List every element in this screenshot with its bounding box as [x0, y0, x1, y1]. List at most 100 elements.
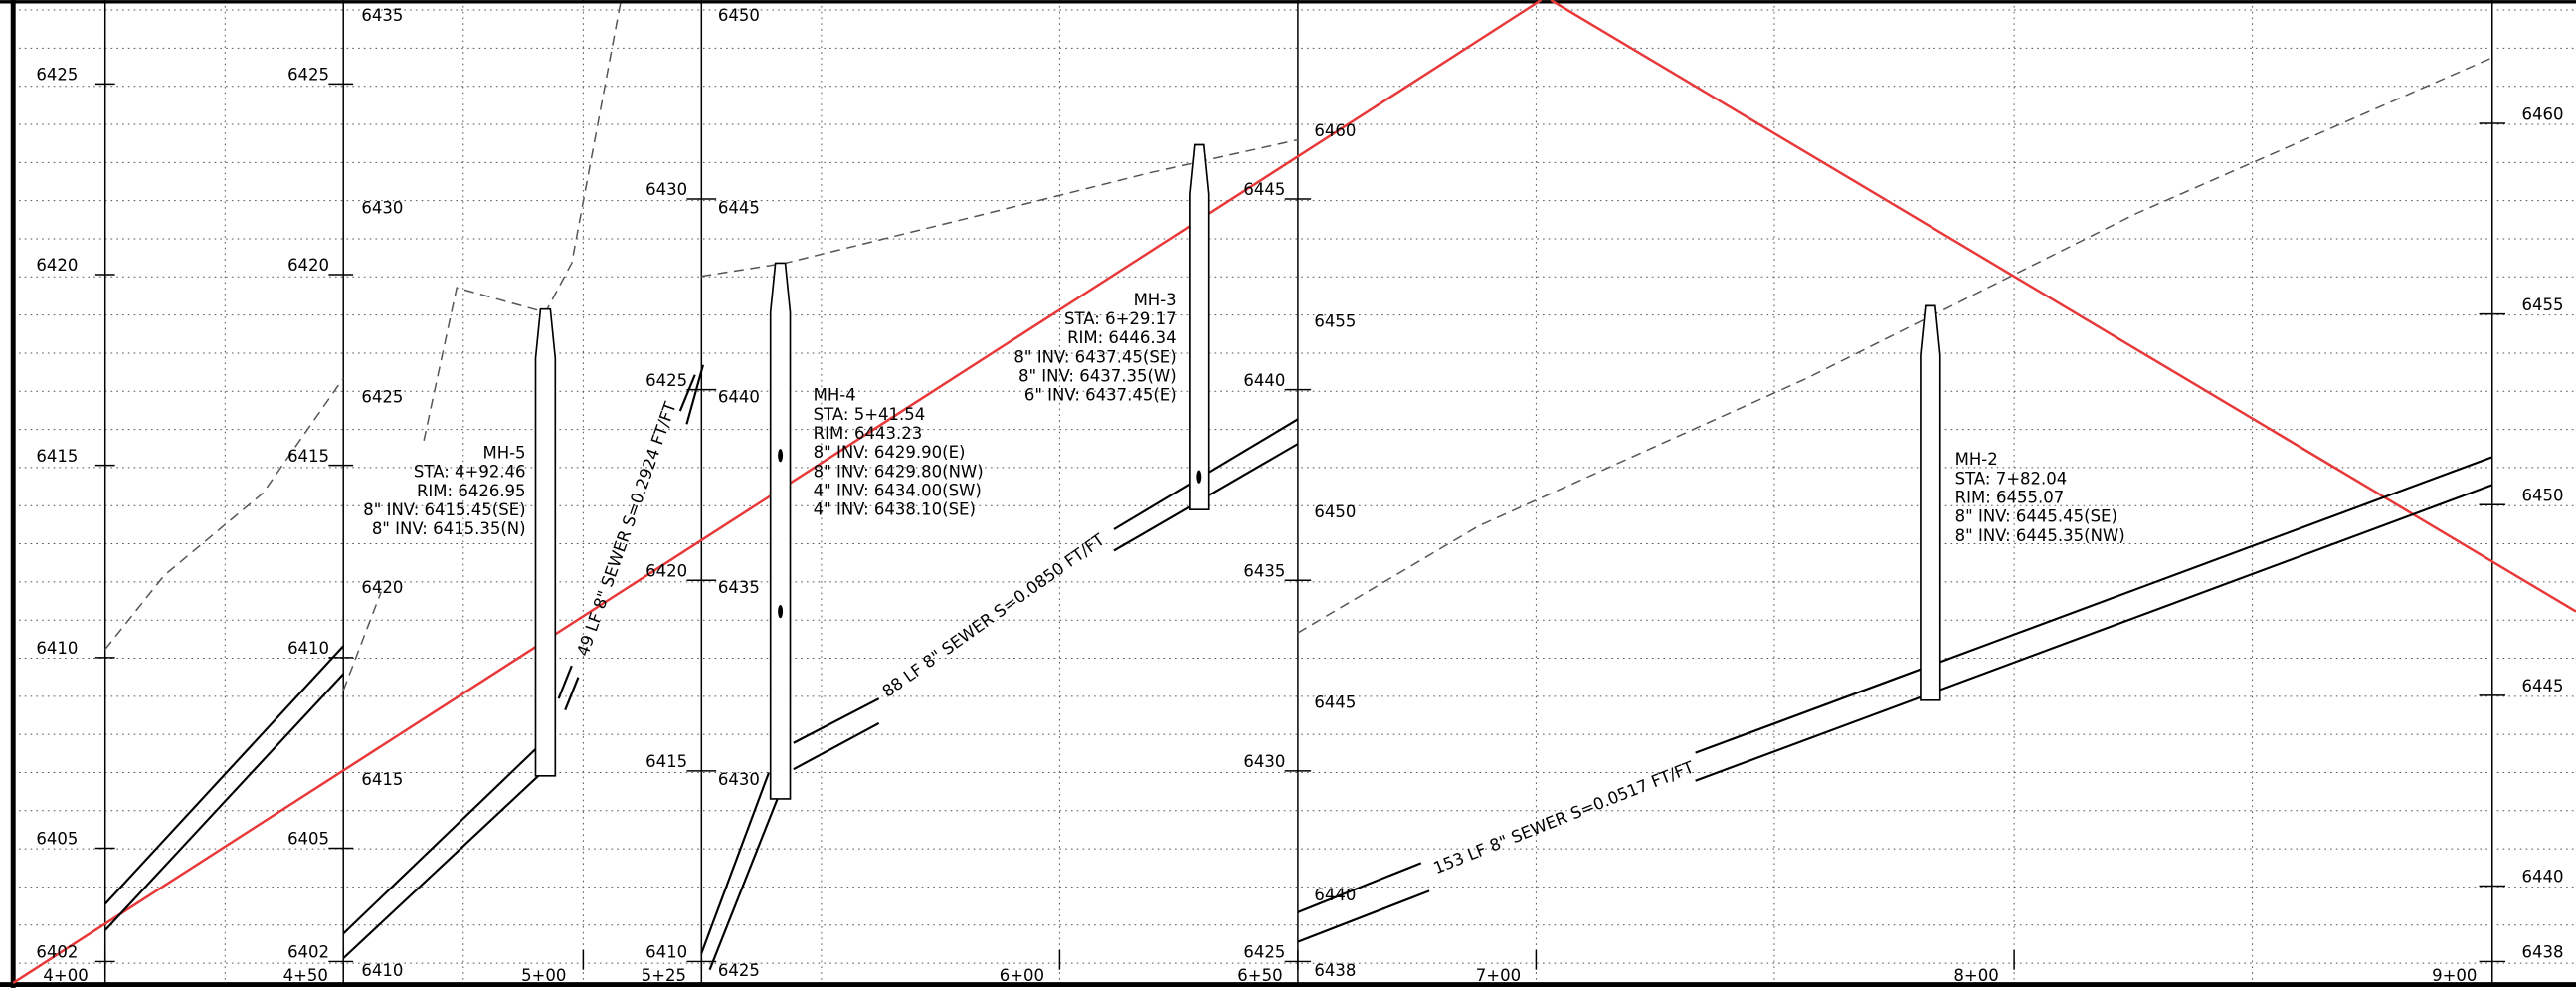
- elevation-label: 6415: [361, 770, 403, 789]
- elevation-label: 6415: [645, 752, 687, 771]
- elevation-label: 6430: [718, 770, 760, 789]
- elevation-label: 6402: [287, 943, 329, 962]
- elevation-label: 6420: [361, 578, 403, 597]
- manhole-text: MH-2: [1955, 450, 1998, 469]
- pipe-line: [103, 645, 345, 905]
- manhole-text: RIM: 6455.07: [1955, 488, 2065, 506]
- elevation-label: 6410: [36, 639, 78, 658]
- pipe-line: [103, 673, 345, 931]
- elevation-label: 6430: [645, 180, 687, 199]
- manhole-text: 6" INV: 6437.45(E): [1024, 386, 1177, 405]
- pipe-line: [793, 721, 880, 771]
- elevation-label: 6440: [718, 387, 760, 406]
- pipe-line: [678, 374, 696, 412]
- elevation-label: 6450: [2521, 486, 2563, 504]
- elevation-label: 6410: [645, 943, 687, 962]
- elevation-label: 6440: [1314, 886, 1356, 904]
- manhole-text: 8" INV: 6437.45(SE): [1013, 347, 1176, 366]
- pipe-line: [342, 768, 547, 959]
- elevation-label: 6425: [718, 961, 760, 980]
- elevation-label: 6430: [361, 198, 403, 217]
- elevation-label: 6445: [718, 198, 760, 217]
- manhole-text: 8" INV: 6415.45(SE): [363, 500, 525, 519]
- elevation-label: 6415: [36, 447, 78, 466]
- pipe-line: [342, 738, 547, 935]
- manhole-text: 4" INV: 6438.10(SE): [814, 500, 976, 519]
- pipe-line: [1297, 862, 1422, 913]
- manhole-text: STA: 5+41.54: [814, 405, 926, 424]
- station-label: 4+00: [43, 966, 88, 985]
- pipe-line: [1695, 456, 2493, 754]
- elevation-label: 6410: [287, 639, 329, 658]
- station-label: 5+00: [521, 966, 566, 985]
- manhole: [769, 262, 792, 800]
- elevation-label: 6425: [645, 371, 687, 390]
- elevation-label: 6440: [2521, 868, 2563, 887]
- elevation-label: 6420: [287, 256, 329, 275]
- pipe-line: [708, 795, 780, 971]
- pipe-opening: [1196, 470, 1202, 484]
- elevation-label: 6450: [718, 6, 760, 25]
- pipe-line: [700, 772, 771, 954]
- red-line: [1550, 0, 2576, 613]
- manhole-text: 4" INV: 6434.00(SW): [814, 482, 982, 500]
- ground-line: [1297, 57, 2493, 634]
- elevation-label: 6405: [287, 830, 329, 849]
- elevation-label: 6460: [1314, 121, 1356, 140]
- elevation-label: 6415: [287, 447, 329, 466]
- elevation-label: 6435: [1243, 561, 1285, 580]
- manhole-text: MH-5: [482, 444, 525, 463]
- pipe-line: [1297, 889, 1430, 943]
- ground-line: [342, 591, 382, 692]
- elevation-label: 6450: [1314, 502, 1356, 521]
- pipe-line: [1695, 484, 2493, 782]
- elevation-label: 6438: [2521, 943, 2563, 962]
- manhole-text: RIM: 6426.95: [417, 482, 526, 500]
- elevation-label: 6435: [718, 578, 760, 597]
- pipe-line: [793, 697, 880, 744]
- manhole-text: STA: 6+29.17: [1064, 309, 1177, 328]
- station-label: 9+00: [2432, 966, 2477, 985]
- station-label: 4+50: [283, 966, 328, 985]
- manhole-text: MH-3: [1134, 291, 1177, 309]
- manhole-text: 8" INV: 6437.35(W): [1018, 367, 1177, 386]
- station-label: 6+00: [1000, 966, 1044, 985]
- station-label: 8+00: [1953, 966, 1998, 985]
- elevation-label: 6455: [1314, 311, 1356, 330]
- manhole-text: MH-4: [814, 386, 856, 405]
- elevation-label: 6455: [2521, 296, 2563, 314]
- elevation-label: 6410: [361, 961, 403, 980]
- manhole-text: 8" INV: 6415.35(N): [372, 519, 526, 538]
- elevation-label: 6445: [1243, 180, 1285, 199]
- elevation-label: 6460: [2521, 104, 2563, 123]
- pipe-line: [557, 665, 573, 699]
- elevation-label: 6405: [36, 830, 78, 849]
- elevation-label: 6420: [36, 256, 78, 275]
- pipe-opening: [778, 449, 784, 463]
- manhole-text: STA: 4+92.46: [414, 463, 526, 482]
- manhole-text: 8" INV: 6429.80(NW): [814, 462, 984, 481]
- manhole: [534, 307, 557, 777]
- elevation-label: 6438: [1314, 961, 1356, 980]
- pipe-line: [564, 677, 580, 711]
- elevation-label: 6430: [1243, 752, 1285, 771]
- station-label: 6+50: [1237, 966, 1282, 985]
- manhole-text: RIM: 6446.34: [1067, 328, 1177, 347]
- elevation-label: 6425: [287, 66, 329, 85]
- elevation-label: 6402: [36, 943, 78, 962]
- manhole-text: RIM: 6443.23: [814, 424, 923, 443]
- manhole-text: 8" INV: 6445.35(NW): [1955, 526, 2125, 545]
- manhole-text: 8" INV: 6429.90(E): [814, 443, 966, 462]
- pipe-line: [685, 364, 704, 425]
- elevation-label: 6425: [1243, 943, 1285, 962]
- station-label: 5+25: [642, 966, 686, 985]
- station-label: 7+00: [1476, 966, 1521, 985]
- elevation-label: 6445: [2521, 677, 2563, 695]
- manhole: [1189, 143, 1210, 511]
- manhole-text: STA: 7+82.04: [1955, 469, 2068, 488]
- elevation-label: 6420: [645, 561, 687, 580]
